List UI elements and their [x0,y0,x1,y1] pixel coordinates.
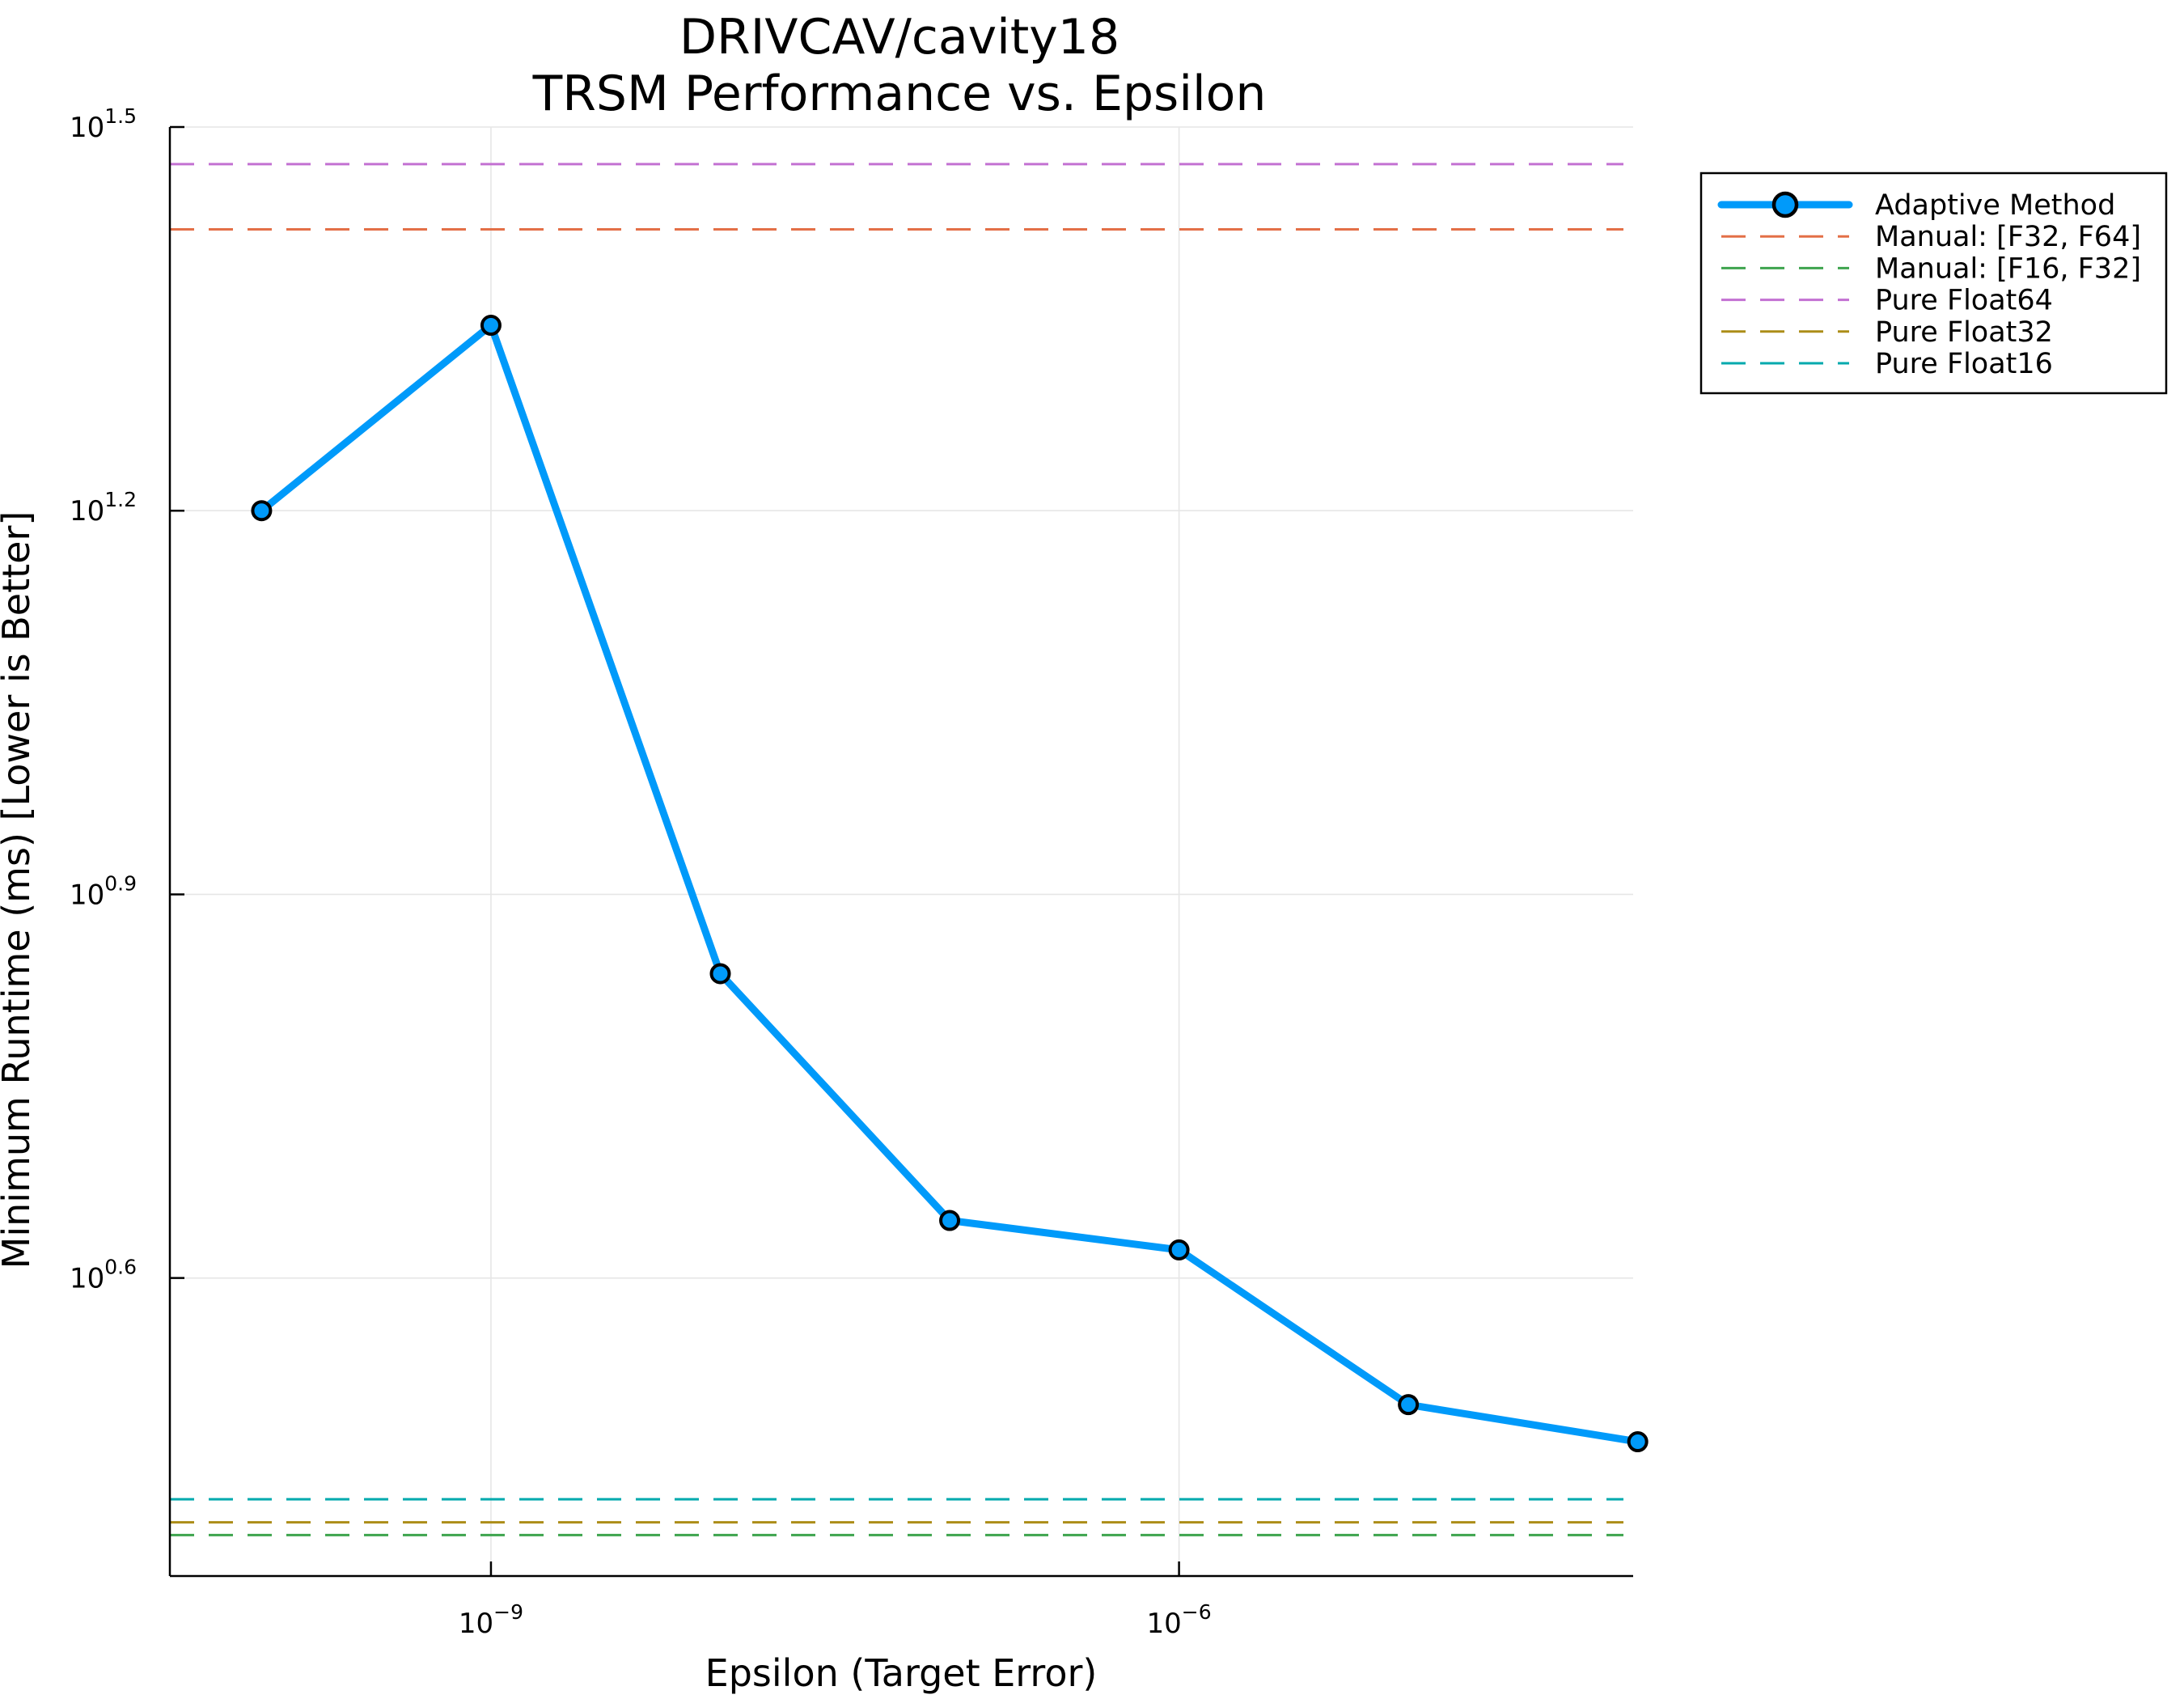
y-ticks: 100.6 100.9 101.2 101.5 [70,104,184,1295]
chart-title: DRIVCAV/cavity18 TRSM Performance vs. Ep… [532,9,1267,122]
adaptive-method-point [1398,1394,1420,1416]
legend-label-pure-float64: Pure Float64 [1875,285,2053,317]
y-tick-label: 100.9 [70,871,137,911]
chart-title-line-1: DRIVCAV/cavity18 [679,9,1120,66]
legend-label-pure-float32: Pure Float32 [1875,316,2053,349]
adaptive-method-point [251,500,273,522]
y-tick-label: 100.6 [70,1256,137,1295]
y-axis-label: Minimum Runtime (ms) [Lower is Better] [0,511,38,1269]
legend-marker-adaptive-method [1771,191,1799,218]
adaptive-method-point [1627,1431,1649,1453]
reference-lines [170,163,1623,1536]
grid-layer [170,126,1633,1576]
x-ticks: 10−9 10−6 [459,1561,1212,1640]
legend-label-adaptive-method: Adaptive Method [1875,189,2115,222]
adaptive-series [251,315,1649,1453]
x-axis-label: Epsilon (Target Error) [705,1651,1098,1695]
legend-label-manual-f32-f64: Manual: [F32, F64] [1875,221,2141,253]
adaptive-method-point [1168,1239,1190,1260]
adaptive-method-point [939,1210,961,1231]
adaptive-method-point [480,315,502,337]
legend-label-manual-f16-f32: Manual: [F16, F32] [1875,252,2141,285]
y-tick-label: 101.5 [70,104,137,144]
adaptive-method-point [709,963,731,985]
legend-label-pure-float16: Pure Float16 [1875,348,2053,380]
x-tick-label: 10−9 [459,1600,523,1640]
axes [168,127,1633,1578]
y-tick-label: 101.2 [70,488,137,527]
x-tick-label: 10−6 [1147,1600,1212,1640]
chart-title-line-2: TRSM Performance vs. Epsilon [532,66,1267,122]
